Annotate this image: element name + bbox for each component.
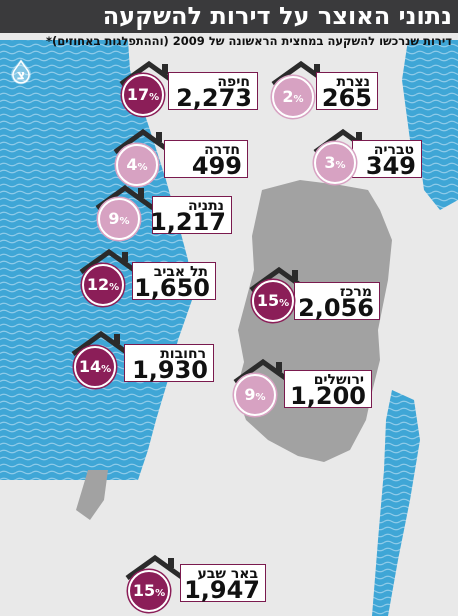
north-pin-icon — [11, 59, 31, 85]
city-card-nazareth: נצרת 265 — [316, 72, 378, 112]
north-label: צ — [16, 68, 26, 83]
percent-symbol: % — [109, 282, 120, 293]
percent-symbol: % — [149, 92, 160, 103]
percent-value: 9 — [108, 209, 120, 228]
percent-badge: 14% — [74, 346, 116, 388]
city-card-hadera: חדרה 499 — [164, 140, 248, 180]
percent-symbol: % — [101, 364, 112, 375]
sea-dead — [372, 390, 420, 616]
city-name: תל אביב — [153, 264, 208, 280]
sea-galilee — [402, 40, 458, 210]
city-card-netanya: נתניה 1,217 — [150, 196, 232, 236]
city-card-tel-aviv: תל אביב 1,650 — [132, 262, 216, 302]
house-roof-icon — [113, 128, 173, 154]
city-name: חיפה — [217, 74, 250, 90]
percent-symbol: % — [293, 94, 304, 105]
city-name: נצרת — [336, 74, 370, 90]
city-count: 2,273 — [176, 84, 252, 112]
city-count: 2,056 — [298, 294, 374, 322]
north-marker: צ — [8, 58, 34, 88]
city-count: 349 — [365, 152, 416, 180]
city-count: 1,947 — [184, 576, 260, 604]
land-gaza — [76, 470, 108, 520]
city-card-tiberias: טבריה 349 — [352, 140, 422, 180]
city-name: נתניה — [188, 198, 224, 214]
city-card-haifa: חיפה 2,273 — [168, 72, 258, 112]
percent-badge: 12% — [82, 264, 124, 306]
percent-symbol: % — [335, 160, 346, 171]
house-roof-icon — [71, 330, 131, 356]
percent-value: 3 — [324, 153, 336, 172]
percent-badge: 3% — [314, 142, 356, 184]
page-title: נתוני האוצר על דירות להשקעה — [102, 2, 452, 30]
city-count: 1,200 — [290, 382, 366, 410]
header-bar: נתוני האוצר על דירות להשקעה — [0, 0, 458, 33]
city-count: 1,217 — [150, 208, 226, 236]
percent-badge: 4% — [116, 144, 158, 186]
percent-value: 4 — [126, 155, 138, 174]
percent-badge: 17% — [122, 74, 164, 116]
house-roof-icon — [125, 554, 185, 580]
percent-symbol: % — [155, 588, 166, 599]
percent-value: 9 — [244, 385, 256, 404]
percent-badge: 2% — [272, 76, 314, 118]
percent-badge: 9% — [234, 374, 276, 416]
city-name: טבריה — [373, 142, 414, 158]
percent-value: 15 — [132, 581, 156, 600]
percent-symbol: % — [137, 162, 148, 173]
percent-value: 15 — [256, 291, 280, 310]
percent-badge: 9% — [98, 198, 140, 240]
city-name: רחובות — [160, 346, 206, 362]
city-name: מרכז — [339, 284, 372, 300]
percent-value: 14 — [78, 357, 102, 376]
city-card-center: מרכז 2,056 — [294, 282, 380, 322]
city-name: ירושלים — [313, 372, 364, 388]
percent-value: 17 — [126, 85, 150, 104]
percent-badge: 15% — [128, 570, 170, 612]
city-count: 1,930 — [132, 356, 208, 384]
city-count: 499 — [191, 152, 242, 180]
percent-value: 12 — [86, 275, 110, 294]
city-name: באר שבע — [197, 566, 258, 582]
city-count: 265 — [321, 84, 372, 112]
percent-badge: 15% — [252, 280, 294, 322]
house-roof-icon — [233, 358, 293, 384]
city-card-jerusalem: ירושלים 1,200 — [284, 370, 372, 410]
percent-symbol: % — [119, 216, 130, 227]
percent-symbol: % — [255, 392, 266, 403]
city-name: חדרה — [204, 142, 240, 158]
percent-symbol: % — [279, 298, 290, 309]
city-count: 1,650 — [134, 274, 210, 302]
city-card-beer-sheva: באר שבע 1,947 — [180, 564, 266, 604]
city-card-rehovot: רחובות 1,930 — [124, 344, 214, 384]
percent-value: 2 — [282, 87, 294, 106]
page-subtitle: דירות שנרכשו להשקעה במחצית הראשונה של 20… — [45, 34, 452, 48]
house-roof-icon — [79, 248, 139, 274]
